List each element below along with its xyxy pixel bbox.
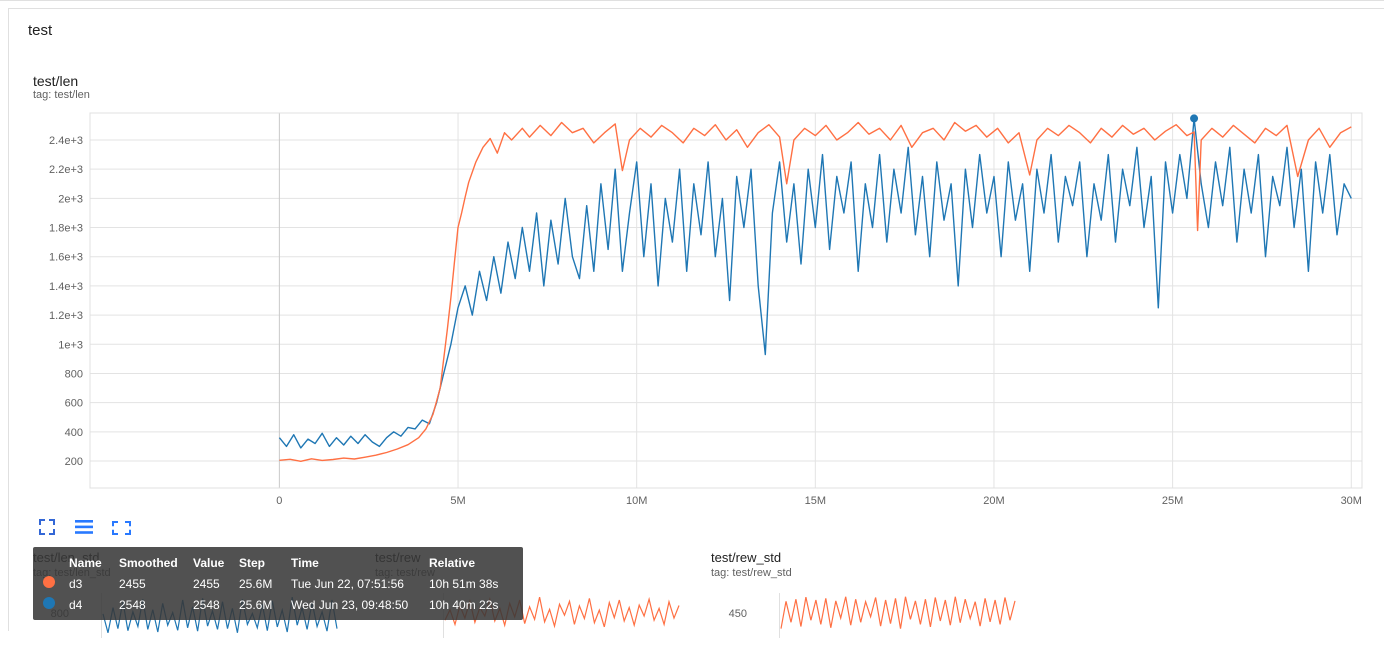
category-title[interactable]: test (28, 22, 53, 39)
run-value: 2548 (193, 597, 220, 612)
tooltip-header-value: Value (193, 555, 225, 570)
chart-title: test/len (33, 73, 79, 89)
line-chart[interactable] (779, 593, 1059, 638)
fit-domain-button[interactable] (110, 517, 132, 539)
svg-text:30M: 30M (1341, 495, 1362, 507)
fit-domain-icon (111, 521, 131, 535)
run-smoothed: 2455 (119, 576, 146, 591)
svg-text:2.4e+3: 2.4e+3 (49, 135, 83, 147)
expand-icon (37, 517, 57, 540)
tooltip-header-time: Time (291, 555, 319, 570)
svg-text:0: 0 (276, 495, 282, 507)
run-step: 25.6M (239, 576, 273, 591)
svg-text:25M: 25M (1162, 495, 1183, 507)
svg-text:200: 200 (65, 456, 83, 468)
chart-tag: tag: test/rew_std (711, 567, 792, 579)
tooltip-header-relative: Relative (429, 555, 476, 570)
svg-text:600: 600 (65, 398, 83, 410)
run-color-swatch (43, 597, 55, 609)
line-chart[interactable]: 200 400 600 800 1e+3 1.2e+3 1.4e+3 1.6e+3 1.8e+3… (33, 106, 1363, 508)
category-card (8, 8, 1384, 631)
svg-text:400: 400 (65, 427, 83, 439)
run-time: Tue Jun 22, 07:51:56 (291, 576, 404, 591)
svg-text:1e+3: 1e+3 (58, 339, 83, 351)
svg-text:15M: 15M (805, 495, 826, 507)
svg-text:1.4e+3: 1.4e+3 (49, 281, 83, 293)
svg-text:1.2e+3: 1.2e+3 (49, 310, 83, 322)
tooltip-header-row: Name Smoothed Value Step Time Relative (43, 552, 513, 573)
run-color-swatch (43, 576, 55, 588)
toggle-runs-table-button[interactable] (73, 517, 95, 539)
run-time: Wed Jun 23, 09:48:50 (291, 597, 409, 612)
run-value: 2455 (193, 576, 220, 591)
svg-text:5M: 5M (450, 495, 465, 507)
svg-text:2e+3: 2e+3 (58, 193, 83, 205)
svg-text:20M: 20M (983, 495, 1004, 507)
chart-card-test-rew-std: test/rew_std tag: test/rew_std 450 (711, 548, 1046, 668)
run-name: d4 (69, 597, 83, 612)
run-smoothed: 2548 (119, 597, 146, 612)
chart-title: test/rew_std (711, 550, 782, 565)
tooltip-row-d3: d3 2455 2455 25.6M Tue Jun 22, 07:51:56 … (43, 573, 513, 594)
tooltip: Name Smoothed Value Step Time Relative d… (33, 547, 523, 620)
expand-card-button[interactable] (36, 517, 58, 539)
run-name: d3 (69, 576, 83, 591)
run-relative: 10h 51m 38s (429, 576, 499, 591)
tooltip-header-smoothed: Smoothed (119, 555, 178, 570)
tooltip-header-name: Name (69, 555, 102, 570)
run-relative: 10h 40m 22s (429, 597, 499, 612)
tooltip-header-step: Step (239, 555, 266, 570)
y-axis-tick-label: 450 (728, 608, 747, 620)
svg-text:10M: 10M (626, 495, 647, 507)
tooltip-row-d4: d4 2548 2548 25.6M Wed Jun 23, 09:48:50 … (43, 594, 513, 615)
svg-text:1.6e+3: 1.6e+3 (49, 252, 83, 264)
svg-text:1.8e+3: 1.8e+3 (49, 223, 83, 235)
run-step: 25.6M (239, 597, 273, 612)
chart-tag: tag: test/len (33, 89, 90, 101)
top-divider (0, 0, 1384, 1)
svg-text:800: 800 (65, 368, 83, 380)
svg-text:2.2e+3: 2.2e+3 (49, 164, 83, 176)
chart-toolbar (36, 517, 132, 539)
hamburger-icon (75, 519, 93, 537)
